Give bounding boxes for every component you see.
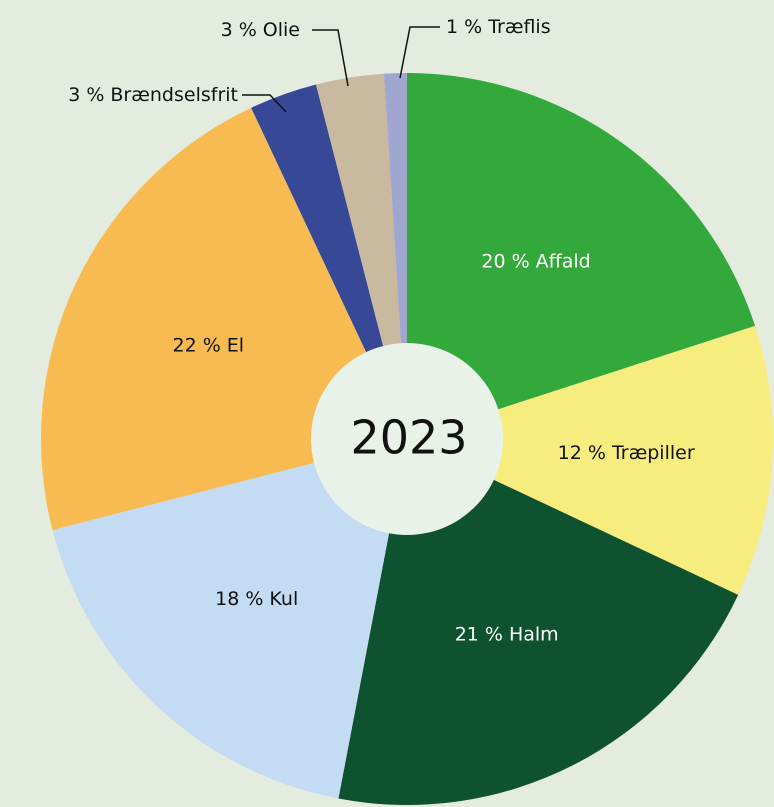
- value-label: 3 %: [221, 19, 257, 41]
- slice-label: 3 % Olie: [221, 19, 300, 41]
- pie-slice: [407, 73, 756, 439]
- category-label: Træpiller: [611, 441, 695, 463]
- leader-line: [312, 29, 349, 87]
- slice-label: 21 % Halm: [455, 623, 559, 645]
- category-label: Brændselsfrit: [110, 84, 238, 106]
- slice-label: 18 % Kul: [215, 588, 298, 610]
- chart-title: 2023: [350, 411, 467, 465]
- value-label: 3 %: [68, 84, 104, 106]
- value-label: 18 %: [215, 588, 263, 610]
- category-label: Olie: [263, 19, 300, 41]
- slice-label: 1 % Træflis: [446, 16, 551, 38]
- pie-slice: [251, 84, 407, 439]
- value-label: 20 %: [481, 250, 529, 272]
- slice-label: 12 % Træpiller: [558, 441, 695, 463]
- category-label: Affald: [536, 250, 591, 272]
- value-label: 21 %: [455, 623, 503, 645]
- value-label: 22 %: [173, 334, 221, 356]
- leader-line: [242, 94, 287, 113]
- slice-label: 20 % Affald: [481, 250, 590, 272]
- category-label: Kul: [269, 588, 298, 610]
- value-label: 1 %: [446, 16, 482, 38]
- value-label: 12 %: [558, 441, 606, 463]
- slice-label: 3 % Brændselsfrit: [68, 84, 238, 106]
- pie-slice: [338, 439, 739, 805]
- leader-line: [399, 26, 440, 79]
- pie-slice: [407, 325, 773, 595]
- category-label: El: [227, 334, 244, 356]
- pie-slice: [52, 439, 407, 799]
- center-hole: [311, 343, 503, 535]
- category-label: Halm: [509, 623, 559, 645]
- category-label: Træflis: [487, 16, 550, 38]
- slice-label: 22 % El: [173, 334, 245, 356]
